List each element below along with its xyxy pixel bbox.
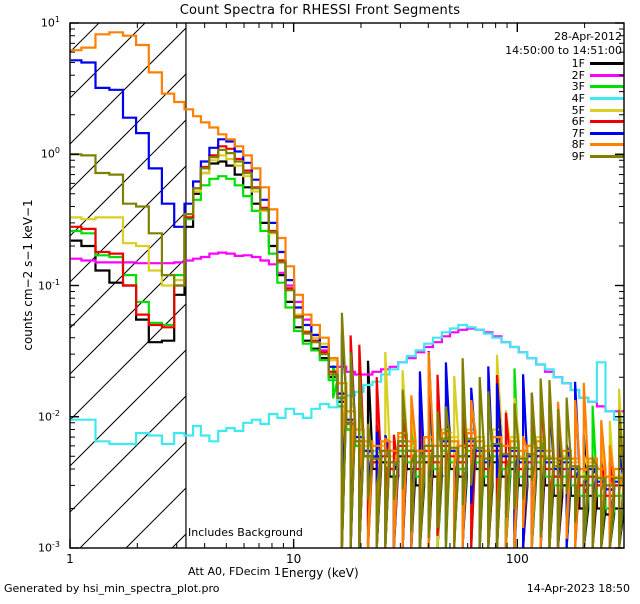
page-title: Count Spectra for RHESSI Front Segments	[179, 3, 461, 18]
legend-item-label: 5F	[571, 103, 585, 117]
legend-item-label: 8F	[571, 138, 585, 152]
footer-timestamp: 14-Apr-2023 18:50	[526, 582, 630, 595]
legend-item-label: 7F	[571, 126, 585, 140]
y-tick-label: 100	[40, 146, 60, 161]
legend-item-swatch	[590, 120, 624, 124]
series-line-9f	[70, 148, 624, 548]
legend-item-swatch	[590, 97, 624, 101]
legend-item-label: 4F	[571, 92, 585, 106]
legend-item-1f[interactable]: 1F	[514, 57, 624, 71]
legend-item-8f[interactable]: 8F	[514, 138, 624, 152]
legend-item-swatch	[590, 155, 624, 159]
legend-item-swatch	[590, 62, 624, 66]
legend-item-swatch	[590, 73, 624, 77]
legend-item-label: 6F	[571, 115, 585, 129]
x-tick-label: 10	[286, 552, 302, 566]
legend-item-label: 3F	[571, 80, 585, 94]
legend-item-label: 2F	[571, 68, 585, 82]
x-axis-label: Energy (keV)	[281, 566, 359, 580]
legend-item-swatch	[590, 131, 624, 135]
legend-item-7f[interactable]: 7F	[514, 126, 624, 140]
legend-item-3f[interactable]: 3F	[514, 80, 624, 94]
annotation-line-1: Includes Background	[188, 526, 303, 539]
legend-item-5f[interactable]: 5F	[514, 103, 624, 117]
series-line-4f	[70, 323, 624, 446]
y-tick-label: 10-2	[38, 408, 60, 424]
legend-item-swatch	[590, 85, 624, 89]
legend-item-label: 9F	[571, 150, 585, 164]
hatched-exclusion-band	[70, 23, 186, 548]
y-tick-label: 10-3	[38, 540, 60, 555]
legend-item-swatch	[590, 143, 624, 147]
legend-time-range: 14:50:00 to 14:51:00	[505, 44, 622, 57]
plot-annotation: Includes Background Att A0, FDecim 1	[188, 500, 303, 604]
legend-item-label: 1F	[571, 57, 585, 71]
x-tick-label: 100	[505, 552, 529, 566]
y-tick-label: 10-1	[38, 277, 60, 293]
legend-item-2f[interactable]: 2F	[514, 68, 624, 82]
legend-date: 28-Apr-2012	[553, 30, 622, 43]
annotation-line-2: Att A0, FDecim 1	[188, 565, 281, 578]
legend-item-swatch	[590, 108, 624, 112]
footer-generator: Generated by hsi_min_spectra_plot.pro	[4, 582, 220, 595]
y-tick-label: 101	[40, 15, 60, 30]
legend-item-9f[interactable]: 9F	[514, 150, 624, 164]
x-tick-label: 1	[66, 552, 74, 566]
legend-item-6f[interactable]: 6F	[514, 115, 624, 129]
legend-item-4f[interactable]: 4F	[514, 92, 624, 106]
legend: 1F 2F 3F 4F 5F 6F 7F 8F 9F	[514, 57, 624, 164]
